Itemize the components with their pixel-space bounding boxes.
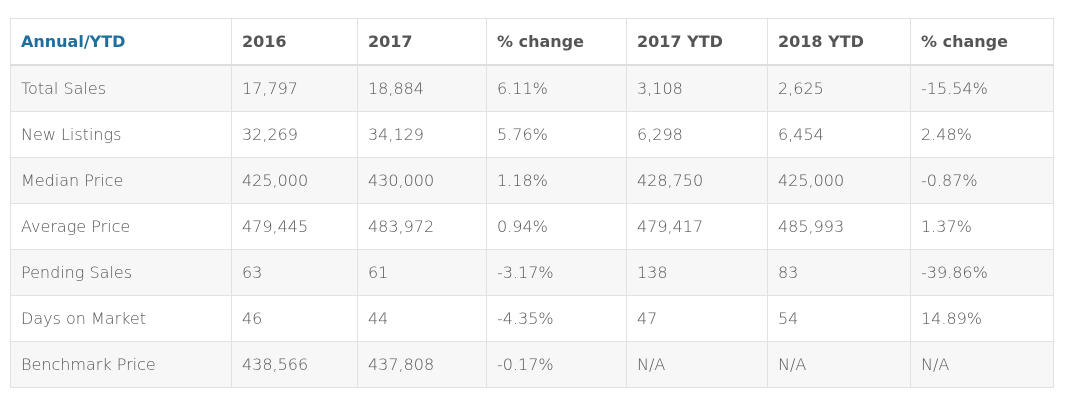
table-row: Benchmark Price 438,566 437,808 -0.17% N/A N/… bbox=[10, 341, 1054, 388]
data-cell: -4.35% bbox=[486, 295, 627, 342]
data-cell: 479,445 bbox=[231, 203, 358, 250]
data-cell: 437,808 bbox=[357, 341, 487, 388]
data-cell: 430,000 bbox=[357, 157, 487, 204]
row-label: Days on Market bbox=[10, 295, 232, 342]
header-cell: 2016 bbox=[231, 18, 358, 66]
table-row: New Listings 32,269 34,129 5.76% 6,298 6,454 2… bbox=[10, 111, 1054, 158]
data-cell: -0.87% bbox=[910, 157, 1054, 204]
table-row: Median Price 425,000 430,000 1.18% 428,750 42… bbox=[10, 157, 1054, 204]
table-row: Days on Market 46 44 -4.35% 47 54 14.89% bbox=[10, 295, 1054, 342]
header-row: Annual/YTD 2016 2017% change 2017 YTD 2018 Y… bbox=[10, 18, 1054, 66]
header-cell: 2017 YTD bbox=[626, 18, 768, 66]
data-cell: 425,000 bbox=[767, 157, 911, 204]
table-row: Pending Sales 63 61 -3.17% 138 83 -39.86% bbox=[10, 249, 1054, 296]
data-cell: 0.94% bbox=[486, 203, 627, 250]
stats-table: Annual/YTD 2016 2017% change 2017 YTD 2018 Y… bbox=[10, 18, 1054, 388]
data-cell: -39.86% bbox=[910, 249, 1054, 296]
data-cell: 483,972 bbox=[357, 203, 487, 250]
data-cell: N/A bbox=[910, 341, 1054, 388]
row-label: New Listings bbox=[10, 111, 232, 158]
data-cell: 1.18% bbox=[486, 157, 627, 204]
header-cell: % change bbox=[910, 18, 1054, 66]
data-cell: 2.48% bbox=[910, 111, 1054, 158]
data-cell: 1.37% bbox=[910, 203, 1054, 250]
header-cell: 2017 bbox=[357, 18, 487, 66]
row-label: Total Sales bbox=[10, 64, 232, 112]
header-cell: % change bbox=[486, 18, 627, 66]
data-cell: 485,993 bbox=[767, 203, 911, 250]
data-cell: 428,750 bbox=[626, 157, 768, 204]
row-label: Median Price bbox=[10, 157, 232, 204]
row-label: Average Price bbox=[10, 203, 232, 250]
table-row: Total Sales 17,797 18,884 6.11% 3,108 2,625 -1… bbox=[10, 64, 1054, 112]
data-cell: N/A bbox=[767, 341, 911, 388]
data-cell: 6,454 bbox=[767, 111, 911, 158]
data-cell: 34,129 bbox=[357, 111, 487, 158]
data-cell: 32,269 bbox=[231, 111, 358, 158]
data-cell: -0.17% bbox=[486, 341, 627, 388]
data-cell: -15.54% bbox=[910, 64, 1054, 112]
row-label: Pending Sales bbox=[10, 249, 232, 296]
header-cell: 2018 YTD bbox=[767, 18, 911, 66]
table-body: Total Sales 17,797 18,884 6.11% 3,108 2,625 -1… bbox=[10, 64, 1054, 388]
data-cell: 17,797 bbox=[231, 64, 358, 112]
data-cell: 54 bbox=[767, 295, 911, 342]
data-cell: 18,884 bbox=[357, 64, 487, 112]
data-cell: -3.17% bbox=[486, 249, 627, 296]
data-cell: 44 bbox=[357, 295, 487, 342]
data-cell: 63 bbox=[231, 249, 358, 296]
data-cell: 61 bbox=[357, 249, 487, 296]
data-cell: 2,625 bbox=[767, 64, 911, 112]
data-cell: 5.76% bbox=[486, 111, 627, 158]
data-cell: 83 bbox=[767, 249, 911, 296]
data-cell: 479,417 bbox=[626, 203, 768, 250]
data-cell: 138 bbox=[626, 249, 768, 296]
data-cell: 46 bbox=[231, 295, 358, 342]
data-cell: 3,108 bbox=[626, 64, 768, 112]
table-row: Average Price 479,445 483,972 0.94% 479,417 4… bbox=[10, 203, 1054, 250]
data-cell: 438,566 bbox=[231, 341, 358, 388]
header-cell: Annual/YTD bbox=[10, 18, 232, 66]
data-cell: N/A bbox=[626, 341, 768, 388]
data-cell: 6.11% bbox=[486, 64, 627, 112]
data-cell: 47 bbox=[626, 295, 768, 342]
data-cell: 14.89% bbox=[910, 295, 1054, 342]
table-wrap: Annual/YTD 2016 2017% change 2017 YTD 2018 Y… bbox=[10, 18, 1054, 388]
data-cell: 6,298 bbox=[626, 111, 768, 158]
row-label: Benchmark Price bbox=[10, 341, 232, 388]
data-cell: 425,000 bbox=[231, 157, 358, 204]
